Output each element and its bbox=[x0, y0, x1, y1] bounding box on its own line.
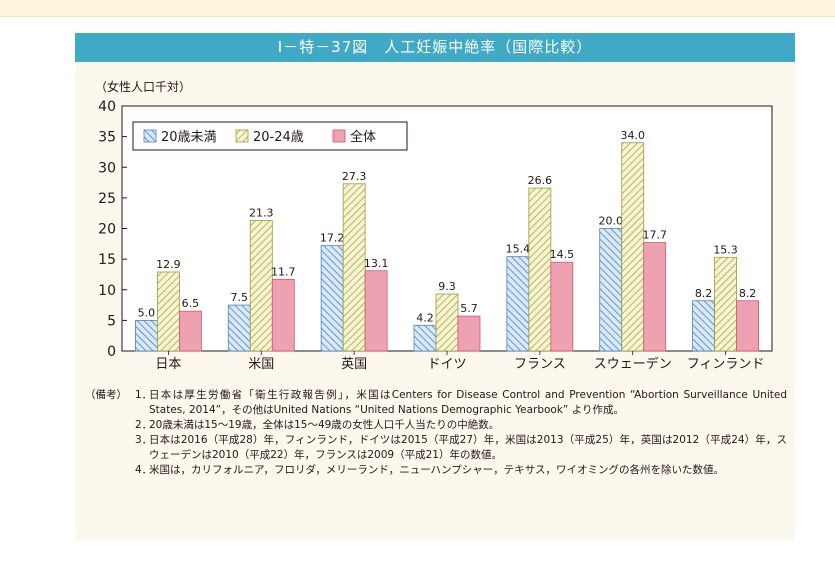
y-tick-label: 35 bbox=[98, 130, 116, 146]
data-label: 4.2 bbox=[416, 311, 434, 324]
x-tick-label: フランス bbox=[514, 357, 566, 372]
header-band bbox=[0, 0, 835, 17]
bar-0-0 bbox=[135, 319, 158, 352]
note-text: 日本は厚生労働省「衛生行政報告例」，米国はCenters for Disease… bbox=[149, 389, 787, 416]
data-label: 9.3 bbox=[438, 280, 456, 293]
note-item-1: （備考） 1． 日本は厚生労働省「衛生行政報告例」，米国はCenters for… bbox=[85, 388, 787, 418]
note-number: 1． bbox=[135, 389, 153, 401]
legend-label: 20歳未満 bbox=[161, 130, 217, 145]
note-text: 米国は，カリフォルニア，フロリダ，メリーランド，ニューハンプシャー，テキサス，ワ… bbox=[149, 464, 724, 476]
data-label: 11.7 bbox=[271, 265, 296, 278]
bar-2-4 bbox=[550, 261, 574, 352]
data-label: 17.7 bbox=[642, 229, 667, 242]
bar-0-6 bbox=[692, 300, 715, 352]
note-item-3: 3． 日本は2016（平成28）年，フィンランド，ドイツは2015（平成27）年… bbox=[85, 433, 787, 463]
bar-1-0 bbox=[157, 271, 180, 352]
x-tick-label: 英国 bbox=[341, 357, 367, 372]
bar-1-2 bbox=[342, 183, 366, 352]
bar-0-4 bbox=[506, 256, 530, 352]
data-label: 12.9 bbox=[156, 258, 181, 271]
legend-label: 全体 bbox=[350, 129, 376, 145]
bar-2-5 bbox=[643, 242, 667, 352]
bar-2-0 bbox=[179, 310, 202, 352]
legend-swatch bbox=[143, 129, 157, 143]
data-label: 26.6 bbox=[528, 174, 553, 187]
data-label: 5.7 bbox=[460, 302, 478, 315]
bar-2-2 bbox=[364, 270, 388, 352]
y-tick-label: 5 bbox=[107, 313, 116, 329]
notes-lead: （備考） bbox=[85, 389, 127, 401]
bar-0-5 bbox=[599, 228, 623, 352]
bar-1-6 bbox=[714, 256, 737, 352]
bar-1-4 bbox=[528, 187, 552, 352]
note-item-4: 4． 米国は，カリフォルニア，フロリダ，メリーランド，ニューハンプシャー，テキサ… bbox=[85, 463, 787, 478]
note-item-2: 2． 20歳未満は15～19歳，全体は15～49歳の女性人口千人当たりの中絶数。 bbox=[85, 418, 787, 433]
bar-chart: 0 5 10 15 20 25 30 35 40 （女性人口千対） 5.0 12.9 6.5 日本 7.5 2… bbox=[95, 79, 773, 372]
y-tick-label: 30 bbox=[98, 160, 116, 176]
data-label: 34.0 bbox=[620, 129, 645, 142]
y-axis-label: （女性人口千対） bbox=[95, 79, 191, 94]
data-label: 13.1 bbox=[364, 257, 389, 270]
note-number: 4． bbox=[135, 464, 153, 476]
x-tick-label: フィンランド bbox=[687, 357, 765, 372]
data-label: 27.3 bbox=[342, 170, 367, 183]
bar-1-3 bbox=[435, 293, 459, 352]
bar-1-1 bbox=[249, 220, 273, 352]
y-tick-label: 0 bbox=[107, 344, 116, 360]
y-tick-label: 20 bbox=[98, 222, 116, 238]
data-label: 21.3 bbox=[249, 207, 273, 220]
notes-section: （備考） 1． 日本は厚生労働省「衛生行政報告例」，米国はCenters for… bbox=[85, 388, 787, 478]
note-text: 20歳未満は15～19歳，全体は15～49歳の女性人口千人当たりの中絶数。 bbox=[149, 419, 500, 431]
note-number: 2． bbox=[135, 419, 153, 431]
y-tick-label: 10 bbox=[98, 283, 116, 299]
bar-2-3 bbox=[457, 315, 481, 352]
y-tick-label: 15 bbox=[98, 252, 116, 268]
bar-1-5 bbox=[621, 142, 645, 352]
bar-0-3 bbox=[413, 324, 437, 352]
x-tick-label: 日本 bbox=[155, 357, 181, 372]
figure-title: Ⅰ－特－37図 人工妊娠中絶率（国際比較） bbox=[75, 33, 795, 62]
legend-label: 20-24歳 bbox=[253, 130, 304, 145]
data-label: 14.5 bbox=[550, 248, 575, 261]
x-tick-label: ドイツ bbox=[427, 357, 466, 372]
data-label: 8.2 bbox=[695, 287, 713, 300]
bar-2-6 bbox=[736, 300, 759, 352]
data-label: 8.2 bbox=[739, 287, 757, 300]
legend-box bbox=[132, 121, 408, 151]
note-number: 3． bbox=[135, 434, 153, 446]
legend-swatch bbox=[332, 129, 346, 143]
bar-2-1 bbox=[271, 278, 295, 352]
x-tick-label: スウェーデン bbox=[594, 356, 672, 372]
data-label: 17.2 bbox=[320, 232, 345, 245]
note-text: 日本は2016（平成28）年，フィンランド，ドイツは2015（平成27）年，米国… bbox=[149, 434, 787, 461]
data-label: 5.0 bbox=[138, 306, 156, 319]
figure-panel: Ⅰ－特－37図 人工妊娠中絶率（国際比較） 0 5 10 15 20 25 30 35 40 （女… bbox=[75, 33, 795, 541]
legend-swatch bbox=[235, 129, 249, 143]
data-label: 7.5 bbox=[231, 291, 249, 304]
data-label: 20.0 bbox=[598, 215, 623, 228]
bar-0-2 bbox=[320, 245, 344, 352]
x-tick-label: 米国 bbox=[248, 357, 274, 372]
data-label: 15.3 bbox=[713, 243, 738, 256]
y-tick-label: 40 bbox=[98, 99, 116, 115]
bar-0-1 bbox=[227, 304, 251, 352]
data-label: 6.5 bbox=[182, 297, 200, 310]
data-label: 15.4 bbox=[506, 243, 531, 256]
y-tick-label: 25 bbox=[98, 191, 116, 207]
